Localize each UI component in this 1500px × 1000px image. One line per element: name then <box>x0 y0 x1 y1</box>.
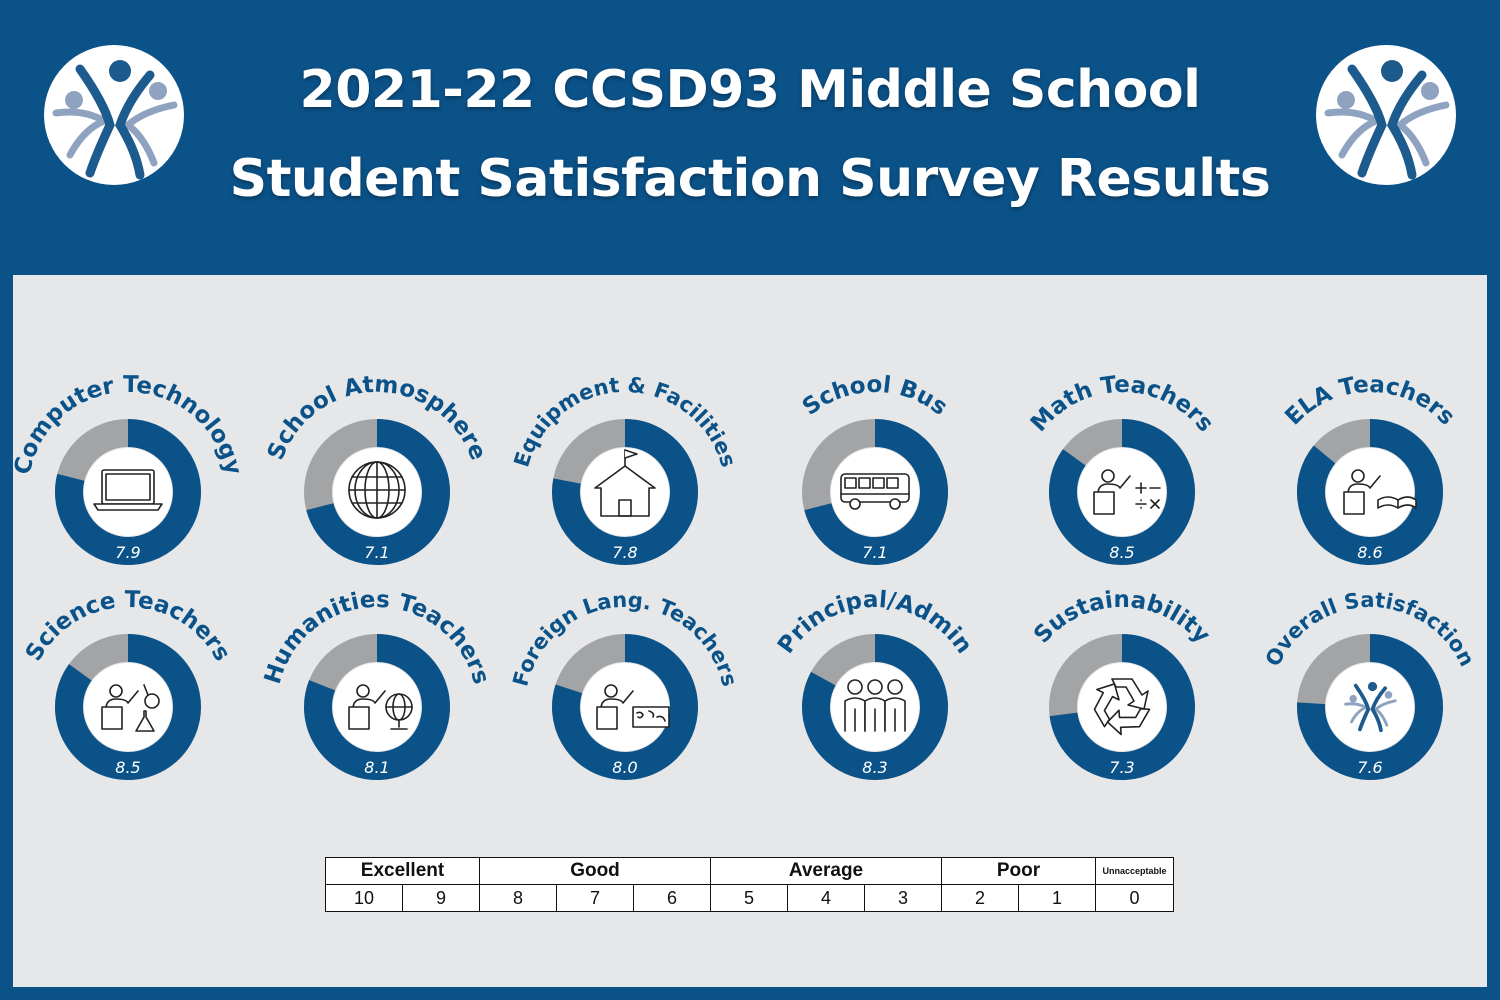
scale-number: 4 <box>787 884 865 912</box>
donut-center <box>1326 448 1414 536</box>
donut-value-label: 8.5 <box>115 758 140 777</box>
scale-category: Unnacceptable <box>1095 857 1174 885</box>
district-logo-left <box>44 45 184 185</box>
donut-value-label: 7.8 <box>612 543 637 562</box>
science-teacher-icon <box>101 684 160 732</box>
header-banner: 2021-22 CCSD93 Middle School Student Sat… <box>0 0 1500 272</box>
donut-value-label: 7.1 <box>862 543 887 562</box>
donut-value-arc <box>1297 634 1443 780</box>
donut-value-arc <box>804 419 948 565</box>
donut-chart: 7.1 School Bus <box>798 372 952 565</box>
donut-center <box>84 663 172 751</box>
donut-value-label: 7.1 <box>364 543 389 562</box>
scale-number: 0 <box>1095 884 1174 912</box>
schoolhouse-icon <box>594 449 656 517</box>
district-logo-icon <box>1344 681 1397 733</box>
scale-number: 5 <box>710 884 788 912</box>
rating-scale-legend: Excellent Good Average Poor Unnacceptabl… <box>325 857 1174 912</box>
humanities-teacher-icon <box>348 684 413 730</box>
donut-value-label: 8.3 <box>862 758 887 777</box>
donut-value-label: 7.3 <box>1109 758 1134 777</box>
donut-value-label: 7.6 <box>1357 758 1382 777</box>
scale-number: 10 <box>325 884 403 912</box>
globe-icon <box>348 461 406 519</box>
page-title-line-1: 2021-22 CCSD93 Middle School <box>299 60 1201 120</box>
scale-number: 1 <box>1018 884 1096 912</box>
scale-number: 9 <box>402 884 480 912</box>
scale-number: 7 <box>556 884 634 912</box>
donut-center <box>1078 663 1166 751</box>
donut-value-label: 8.0 <box>612 758 637 777</box>
math-teacher-icon <box>1093 469 1161 515</box>
page-title-line-2: Student Satisfaction Survey Results <box>229 149 1271 209</box>
donut-value-label: 8.1 <box>364 758 389 777</box>
ela-teacher-icon <box>1343 469 1417 515</box>
scale-number: 6 <box>633 884 711 912</box>
district-logo-right <box>1316 45 1456 185</box>
scale-number: 2 <box>941 884 1019 912</box>
scale-number-row: 10 9 8 7 6 5 4 3 2 1 0 <box>325 884 1174 912</box>
donut-value-arc <box>55 634 201 780</box>
donut-value-label: 7.9 <box>115 543 140 562</box>
scale-category: Excellent <box>325 857 480 885</box>
donut-value-arc <box>1297 419 1443 565</box>
donut-value-arc <box>306 419 450 565</box>
donut-value-arc <box>1049 419 1195 565</box>
donut-center <box>1326 663 1414 751</box>
donut-value-arc <box>1049 634 1195 780</box>
bus-icon <box>840 473 910 510</box>
foreign-language-teacher-icon <box>596 684 670 730</box>
scale-category: Good <box>479 857 711 885</box>
scale-category: Average <box>710 857 942 885</box>
scale-category: Poor <box>941 857 1096 885</box>
donut-value-arc <box>552 634 698 780</box>
laptop-icon <box>93 469 163 511</box>
scale-number: 8 <box>479 884 557 912</box>
scale-category-row: Excellent Good Average Poor Unnacceptabl… <box>325 857 1174 885</box>
donut-center <box>1078 448 1166 536</box>
donut-value-arc <box>304 634 450 780</box>
donut-value-label: 8.5 <box>1109 543 1134 562</box>
donut-value-arc <box>552 419 698 565</box>
recycle-icon <box>1093 678 1151 736</box>
donut-value-arc <box>802 634 948 780</box>
scale-number: 3 <box>864 884 942 912</box>
people-group-icon <box>844 679 906 732</box>
donut-category-label: School Bus <box>798 372 952 421</box>
donut-value-label: 8.6 <box>1357 543 1382 562</box>
donut-value-arc <box>55 419 201 565</box>
